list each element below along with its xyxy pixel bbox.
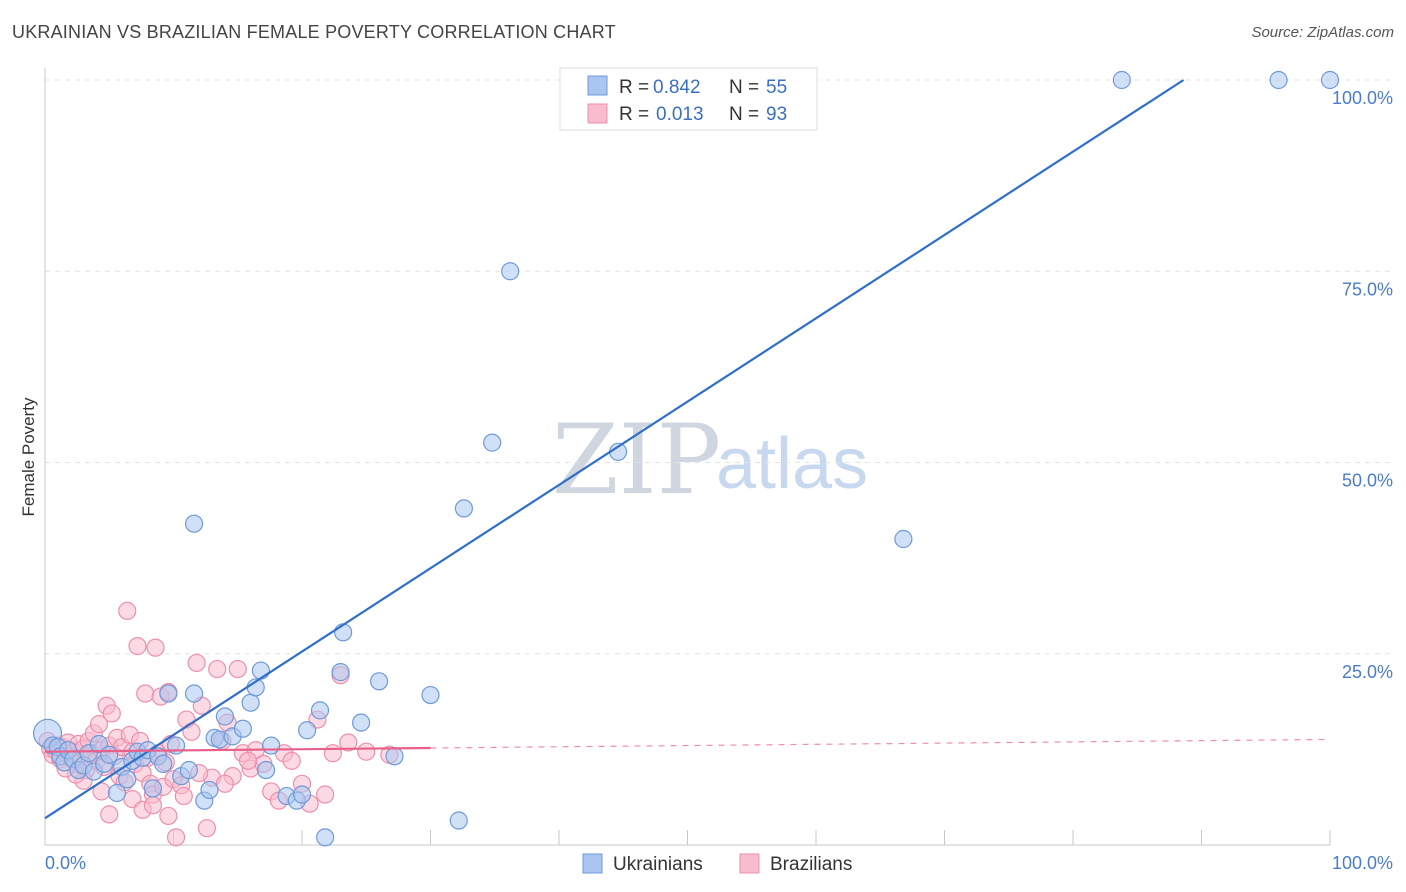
series-legend-label-ukrainians: Ukrainians [613,854,703,875]
ukrainian-point [200,780,219,800]
brazilian-point [228,659,247,679]
ukrainian-point [454,499,474,518]
brazilian-point [215,774,234,793]
ukrainian-point [352,713,371,732]
ukrainian-point [233,719,252,738]
series-legend-swatch-brazilians [739,853,760,874]
watermark-atlas: atlas [716,424,868,504]
trend-lines [44,79,1331,820]
ukrainian-point [385,747,404,766]
brazilian-point [146,638,165,657]
legend-n-label-ukrainians: N = [729,77,759,98]
series-legend-swatch-ukrainians [582,853,603,874]
x-tick-label-max: 100.0% [1332,853,1393,873]
y-axis-label: Female Poverty [19,397,38,517]
y-tick-label-25: 25.0% [1342,662,1393,682]
brazilian-point [143,796,163,815]
ukrainian-point [292,785,312,804]
ukrainian-point [331,663,350,682]
legend-r-value-ukrainians: 0.842 [653,77,701,98]
ukrainian-point [1269,70,1288,90]
ukrainian-point [449,811,468,830]
ukrainian-point [154,754,173,774]
brazilian-point [197,819,217,838]
ukrainian-point [1320,70,1340,90]
y-tick-label-75: 75.0% [1342,279,1393,299]
brazilian-point [238,751,258,770]
ukrainian-point [184,684,204,703]
ukrainian-point [421,685,440,705]
x-tick-label-min: 0.0% [45,853,86,873]
ukrainian-point [251,661,270,680]
ukrainian-point [310,701,330,720]
brazilian-point [187,653,206,673]
ukrainian-point [100,745,119,764]
brazilian-trend-line [44,746,431,753]
brazilian-point [323,744,342,763]
legend-n-value-brazilians: 93 [766,104,787,125]
ukrainian-point [1112,70,1131,90]
brazilian-point [159,806,178,826]
brazilian-point [174,786,193,806]
ukrainian-point [159,684,178,703]
ukrainian-point [334,623,353,642]
x-ticks [173,830,1331,845]
ukrainian-point [179,760,199,780]
brazilian-point [166,828,186,847]
ukrainian-point [262,736,281,755]
brazilian-point [208,659,227,679]
brazilian-point [102,704,121,723]
legend-n-value-ukrainians: 55 [766,77,787,98]
stats-legend: R = 0.842 N = 55 R = 0.013 N = 93 [559,67,818,131]
brazilian-point [282,751,301,770]
y-tick-label-100: 100.0% [1332,88,1393,108]
series-legend: Ukrainians Brazilians [582,853,852,875]
ukrainian-point [316,828,335,847]
ukrainian-trend-line [44,79,1185,820]
ukrainian-point [184,514,204,533]
brazilian-trend-line-extension [430,738,1331,749]
ukrainian-point [241,693,260,712]
legend-swatch-brazilians [587,103,608,124]
legend-n-label-brazilians: N = [729,104,759,125]
ukrainian-point [215,707,234,726]
ukrainian-point [370,672,389,691]
brazilian-point [89,715,109,734]
brazilian-point [128,636,147,656]
brazilian-point [339,733,358,752]
y-tick-label-50: 50.0% [1342,471,1393,491]
brazilian-point [316,785,335,804]
brazilian-point [136,684,155,703]
series-legend-label-brazilians: Brazilians [770,854,852,875]
ukrainian-point [501,262,520,281]
brazilian-point [100,805,119,824]
brazilian-point [118,601,137,621]
ukrainian-point [118,770,137,789]
ukrainian-point [256,760,276,780]
legend-r-label-ukrainians: R = [619,77,649,98]
ukrainian-point [107,783,127,803]
ukrainian-point [894,529,913,549]
ukrainian-point [483,433,502,452]
brazilian-point [357,742,376,761]
watermark-zip: ZIP [552,404,721,516]
chart-source: Source: ZipAtlas.com [1251,24,1394,41]
legend-r-label-brazilians: R = [619,104,649,125]
legend-swatch-ukrainians [587,75,608,96]
legend-r-value-brazilians: 0.013 [656,104,704,125]
y-tick-labels: 25.0% 50.0% 75.0% 100.0% [1332,88,1393,682]
grid [45,79,1393,655]
ukrainian-point [298,721,317,740]
ukrainian-point [143,779,163,798]
chart-title: UKRAINIAN VS BRAZILIAN FEMALE POVERTY CO… [12,22,616,42]
